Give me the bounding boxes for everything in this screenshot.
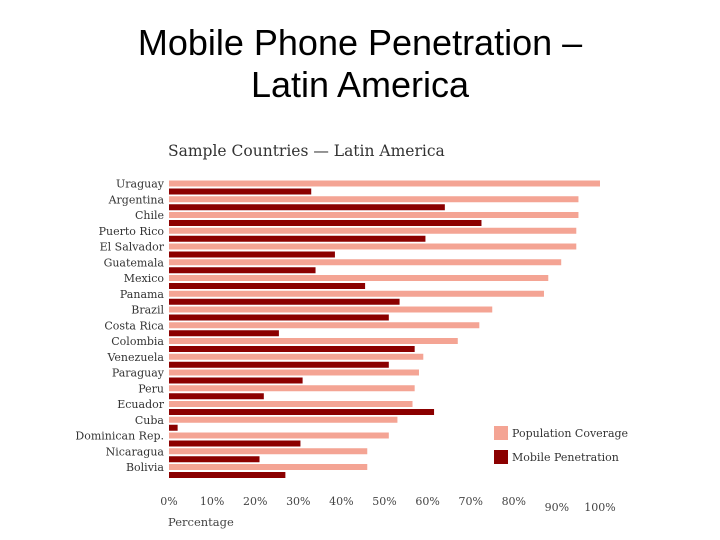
legend-swatch	[494, 426, 508, 440]
bar-penetration	[169, 204, 445, 211]
bar-penetration	[169, 330, 279, 337]
bar-penetration	[169, 235, 426, 242]
bar-penetration	[169, 409, 435, 415]
bar-coverage	[169, 196, 579, 203]
bar-coverage	[169, 322, 480, 329]
legend-label: Population Coverage	[512, 427, 628, 440]
x-tick-label: 90%	[545, 501, 569, 514]
category-label: Venezuela	[106, 351, 164, 364]
bar-penetration	[169, 377, 303, 384]
bar-penetration	[169, 283, 366, 289]
bar-penetration	[169, 188, 312, 195]
category-label: Bolivia	[126, 461, 164, 474]
bar-coverage	[169, 464, 368, 470]
bar-coverage	[169, 227, 577, 234]
x-tick-label: 10%	[200, 495, 224, 508]
bar-penetration	[169, 314, 389, 321]
x-tick-label: 60%	[415, 495, 439, 508]
category-label: Uraguay	[116, 178, 165, 191]
bar-coverage	[169, 432, 389, 439]
bar-coverage	[169, 416, 398, 423]
category-label: Dominican Rep.	[75, 430, 164, 443]
bar-penetration	[169, 472, 286, 478]
x-tick-label: 100%	[584, 501, 615, 514]
bar-coverage	[169, 212, 579, 218]
x-tick-label: 20%	[243, 495, 267, 508]
chart-title: Sample Countries — Latin America	[168, 142, 445, 160]
bar-coverage	[169, 290, 544, 297]
category-labels: Uraguay Argentina Chile Puerto Rico El Salva…	[75, 178, 164, 475]
x-tick-label: 80%	[502, 495, 526, 508]
bar-coverage	[169, 338, 458, 344]
slide-title-line-1: Mobile Phone Penetration –	[137, 22, 583, 63]
bar-coverage	[169, 275, 549, 281]
bar-penetration	[169, 220, 482, 226]
x-tick-label: 70%	[458, 495, 482, 508]
category-label: Colombia	[111, 335, 164, 348]
category-label: Argentina	[108, 193, 165, 206]
legend: Population Coverage Mobile Penetration	[494, 426, 628, 464]
bar-penetration	[169, 298, 400, 305]
category-label: Ecuador	[117, 398, 164, 411]
bar-penetration	[169, 424, 178, 431]
bar-coverage	[169, 401, 413, 407]
bar-penetration	[169, 267, 316, 274]
x-tick-labels: 0% 10% 20% 30% 40% 50% 60% 70% 80% 90% 100%	[160, 495, 615, 514]
bar-penetration	[169, 440, 301, 447]
bar-coverage	[169, 369, 419, 376]
bar-coverage	[169, 306, 493, 313]
bar-coverage	[169, 385, 415, 392]
bar-coverage	[169, 353, 424, 360]
bar-coverage	[169, 448, 368, 455]
x-axis-label: Percentage	[168, 515, 234, 529]
x-tick-label: 30%	[286, 495, 310, 508]
bar-penetration	[169, 393, 264, 400]
bar-penetration	[169, 346, 415, 352]
bar-coverage	[169, 180, 600, 187]
slide-title-line-2: Latin America	[250, 64, 470, 105]
category-label: Costa Rica	[104, 319, 164, 332]
category-label: Guatemala	[104, 256, 165, 269]
x-tick-label: 40%	[329, 495, 353, 508]
slide-title: Mobile Phone Penetration – Latin America	[0, 22, 720, 106]
bar-coverage	[169, 243, 577, 250]
x-tick-label: 50%	[372, 495, 396, 508]
category-label: Nicaragua	[106, 445, 165, 458]
legend-label: Mobile Penetration	[512, 451, 619, 464]
category-label: Cuba	[135, 414, 165, 427]
bar-penetration	[169, 251, 335, 258]
legend-swatch	[494, 450, 508, 464]
category-label: Paraguay	[112, 367, 165, 380]
category-label: Mexico	[124, 272, 165, 285]
category-label: Panama	[120, 288, 165, 301]
category-label: Peru	[138, 382, 164, 395]
bar-penetration	[169, 361, 389, 368]
category-label: El Salvador	[100, 241, 165, 254]
category-label: Chile	[135, 209, 164, 222]
bar-penetration	[169, 456, 260, 463]
category-label: Brazil	[131, 304, 164, 317]
bars-group	[169, 180, 600, 478]
x-tick-label: 0%	[160, 495, 177, 508]
bar-coverage	[169, 259, 562, 266]
category-label: Puerto Rico	[99, 225, 165, 238]
